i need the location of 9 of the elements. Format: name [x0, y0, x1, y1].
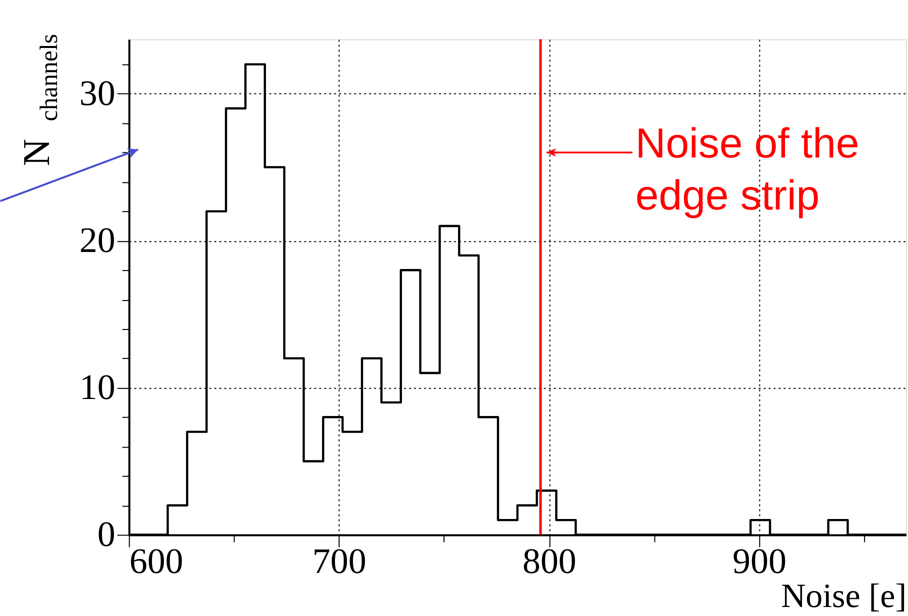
annotation: Noise of the edge strip: [635, 119, 860, 218]
y-axis-title: Nchannels: [16, 34, 63, 166]
y-tick-label: 20: [79, 220, 116, 260]
x-tick-label: 600: [129, 541, 184, 582]
y-tick-label: 30: [79, 73, 116, 114]
y-tick-label: 10: [79, 367, 116, 408]
x-tick-label: 800: [522, 541, 576, 582]
x-tick-label: 700: [312, 541, 366, 582]
y-tick-label: 0: [97, 514, 116, 554]
